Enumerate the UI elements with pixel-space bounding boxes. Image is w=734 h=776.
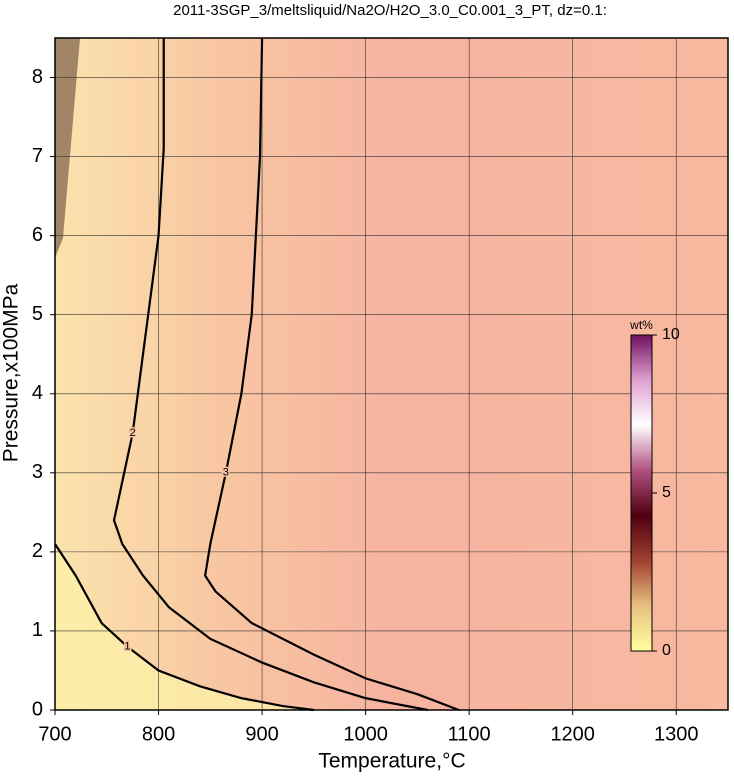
x-tick-label: 1300	[654, 723, 699, 745]
low-region	[55, 543, 314, 710]
colorbar-tick-label: 0	[662, 642, 671, 659]
contour-label: 1	[124, 641, 130, 653]
x-tick-label: 800	[142, 723, 175, 745]
contour-line	[54, 543, 314, 712]
y-tick-label: 8	[32, 66, 43, 88]
y-tick-label: 2	[32, 540, 43, 562]
colorbar-tick-label: 10	[662, 326, 680, 343]
y-tick-label: 4	[32, 382, 43, 404]
x-tick-label: 1000	[343, 723, 388, 745]
plot-background	[55, 38, 728, 710]
y-tick-label: 5	[32, 303, 43, 325]
y-tick-label: 3	[32, 461, 43, 483]
contour-line	[112, 38, 428, 712]
x-tick-label: 700	[38, 723, 71, 745]
y-tick-label: 7	[32, 145, 43, 167]
contour-label: 3	[223, 467, 229, 479]
colorbar	[630, 334, 653, 652]
colorbar-label: wt%	[629, 318, 653, 332]
colorbar-tick-label: 5	[662, 484, 671, 501]
x-tick-label: 1100	[448, 723, 491, 745]
plot-frame	[54, 37, 729, 711]
y-tick-label: 1	[32, 619, 43, 641]
x-tick-label: 900	[245, 723, 278, 745]
x-axis-label: Temperature,°C	[318, 750, 465, 773]
y-tick-label: 6	[32, 224, 43, 246]
contour-line	[203, 37, 460, 712]
y-axis-label: Pressure,x100MPa	[0, 283, 23, 462]
y-tick-label: 0	[32, 698, 43, 720]
high-region	[55, 38, 80, 258]
chart-title: 2011-3SGP_3/meltsliquid/Na2O/H2O_3.0_C0.…	[173, 2, 607, 19]
x-tick-label: 1200	[550, 723, 595, 745]
contour-label: 2	[130, 427, 136, 439]
